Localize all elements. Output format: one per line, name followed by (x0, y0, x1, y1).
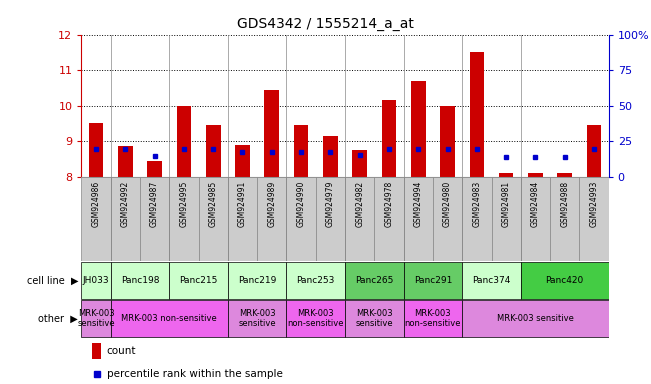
Bar (411, 81, 426, 177)
Text: cell line  ▶: cell line ▶ (27, 275, 78, 285)
Text: MRK-003
non-sensitive: MRK-003 non-sensitive (288, 309, 344, 328)
Text: Panc265: Panc265 (355, 276, 393, 285)
Bar (345, 262, 404, 299)
Text: count: count (107, 346, 136, 356)
Bar (381, 100, 396, 177)
Bar (147, 161, 162, 177)
Text: Panc291: Panc291 (414, 276, 452, 285)
Bar (374, 177, 404, 261)
Text: GDS4342 / 1555214_a_at: GDS4342 / 1555214_a_at (237, 17, 414, 31)
Bar (462, 177, 492, 261)
Text: GSM924981: GSM924981 (502, 181, 510, 227)
Bar (206, 125, 221, 177)
Bar (235, 145, 250, 177)
Text: GSM924980: GSM924980 (443, 181, 452, 227)
Bar (579, 177, 609, 261)
Text: GSM924984: GSM924984 (531, 181, 540, 227)
Bar (257, 177, 286, 261)
Bar (169, 177, 199, 261)
Bar (469, 52, 484, 177)
Bar (404, 300, 462, 337)
Bar (228, 262, 286, 299)
Text: GSM924978: GSM924978 (385, 181, 393, 227)
Bar (286, 300, 345, 337)
Bar (286, 262, 345, 299)
Text: MRK-003 non-sensitive: MRK-003 non-sensitive (121, 314, 217, 323)
Bar (521, 177, 550, 261)
Bar (462, 300, 609, 337)
Text: GSM924990: GSM924990 (297, 181, 305, 227)
Bar (140, 177, 169, 261)
Text: MRK-003
sensitive: MRK-003 sensitive (355, 309, 393, 328)
Bar (550, 177, 579, 261)
Bar (228, 177, 257, 261)
Text: GSM924979: GSM924979 (326, 181, 335, 227)
Bar (499, 173, 514, 177)
Bar (316, 177, 345, 261)
Bar (528, 173, 543, 177)
Text: other  ▶: other ▶ (38, 314, 78, 324)
Bar (169, 262, 228, 299)
Text: JH033: JH033 (83, 276, 109, 285)
Text: percentile rank within the sample: percentile rank within the sample (107, 369, 283, 379)
Bar (345, 300, 404, 337)
Text: GSM924993: GSM924993 (590, 181, 598, 227)
Bar (440, 106, 455, 177)
Text: GSM924983: GSM924983 (473, 181, 481, 227)
Text: GSM924992: GSM924992 (121, 181, 130, 227)
Text: GSM924982: GSM924982 (355, 181, 364, 227)
Bar (404, 177, 433, 261)
Bar (111, 262, 169, 299)
Bar (228, 300, 286, 337)
Bar (286, 177, 316, 261)
Text: Panc198: Panc198 (120, 276, 159, 285)
Text: Panc215: Panc215 (180, 276, 217, 285)
Bar (492, 177, 521, 261)
Text: GSM924988: GSM924988 (561, 181, 569, 227)
Text: MRK-003
sensitive: MRK-003 sensitive (77, 309, 115, 328)
Bar (264, 89, 279, 177)
Text: GSM924987: GSM924987 (150, 181, 159, 227)
Bar (323, 136, 338, 177)
Bar (81, 300, 111, 337)
Bar (404, 262, 462, 299)
Bar (462, 262, 521, 299)
Bar (81, 177, 111, 261)
Bar (118, 146, 133, 177)
Text: GSM924989: GSM924989 (268, 181, 276, 227)
Bar (89, 123, 104, 177)
Bar (92, 343, 102, 359)
Bar (294, 125, 309, 177)
Bar (111, 177, 140, 261)
Bar (345, 177, 374, 261)
Bar (352, 150, 367, 177)
Text: GSM924986: GSM924986 (92, 181, 100, 227)
Text: MRK-003
sensitive: MRK-003 sensitive (238, 309, 276, 328)
Text: MRK-003
non-sensitive: MRK-003 non-sensitive (405, 309, 461, 328)
Text: GSM924985: GSM924985 (209, 181, 217, 227)
Text: GSM924991: GSM924991 (238, 181, 247, 227)
Text: Panc374: Panc374 (473, 276, 510, 285)
Text: Panc219: Panc219 (238, 276, 276, 285)
Bar (557, 173, 572, 177)
Bar (111, 300, 228, 337)
Text: Panc253: Panc253 (297, 276, 335, 285)
Bar (433, 177, 462, 261)
Bar (587, 125, 602, 177)
Bar (176, 106, 191, 177)
Bar (199, 177, 228, 261)
Text: MRK-003 sensitive: MRK-003 sensitive (497, 314, 574, 323)
Text: GSM924995: GSM924995 (180, 181, 188, 227)
Bar (81, 262, 111, 299)
Bar (521, 262, 609, 299)
Text: GSM924994: GSM924994 (414, 181, 422, 227)
Text: Panc420: Panc420 (546, 276, 584, 285)
